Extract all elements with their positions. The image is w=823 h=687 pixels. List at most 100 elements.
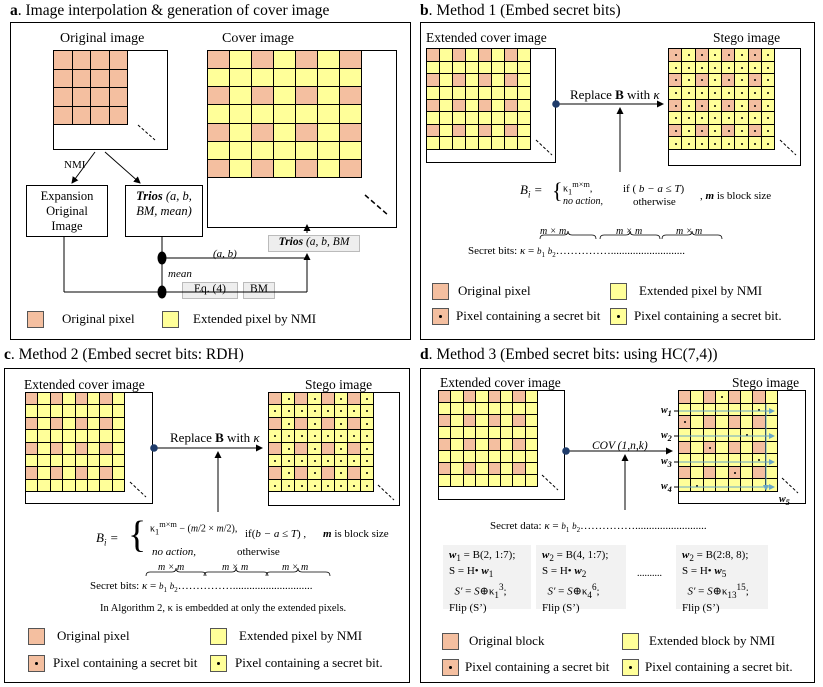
grid-cell — [682, 124, 695, 137]
d-secret-data: Secret data: κ = b1 b2…………….............… — [490, 520, 707, 535]
grid-cell — [728, 441, 740, 454]
grid-cell — [230, 69, 251, 87]
cover-image-label: Cover image — [222, 31, 294, 46]
grid-cell — [479, 49, 491, 61]
grid-cell — [518, 124, 530, 137]
secret-original-swatch — [28, 654, 45, 672]
grid-cell — [479, 99, 491, 112]
grid-cell — [439, 475, 451, 486]
grid-cell — [722, 61, 735, 74]
grid-cell — [669, 99, 682, 112]
grid-cell — [716, 441, 728, 454]
grid-cell — [492, 99, 504, 112]
grid-cell — [295, 467, 308, 479]
grid-cell — [308, 442, 321, 454]
grid-cell — [112, 454, 124, 467]
grid-cell — [75, 430, 87, 442]
grid-cell — [691, 416, 703, 428]
grid-cell — [347, 405, 360, 417]
grid-cell — [427, 137, 439, 149]
grid-cell — [703, 441, 716, 454]
grid-cell — [439, 463, 451, 474]
grid-cell — [740, 428, 753, 441]
c-equation: Bi = — [96, 530, 119, 548]
grid-cell — [208, 141, 229, 159]
grid-cell — [679, 466, 691, 479]
cover-image-grid — [207, 50, 362, 178]
grid-cell — [87, 430, 100, 442]
trios-output-box: Trios (a, b, BM — [268, 235, 360, 252]
grid-cell — [722, 112, 735, 124]
grid-cell — [695, 86, 708, 99]
grid-cell — [427, 74, 439, 86]
grid-cell — [360, 442, 373, 454]
grid-cell — [451, 427, 463, 438]
grid-cell — [63, 417, 75, 430]
grid-cell — [453, 74, 465, 86]
grid-cell — [500, 403, 513, 414]
grid-cell — [87, 442, 100, 454]
grid-cell — [679, 403, 691, 416]
grid-cell — [252, 105, 273, 123]
grid-cell — [740, 403, 753, 416]
grid-cell — [722, 86, 735, 99]
grid-cell — [109, 69, 127, 87]
grid-cell — [765, 416, 777, 428]
c-ext-cover-label: Extended cover image — [24, 377, 145, 392]
grid-cell — [761, 99, 774, 112]
grid-cell — [765, 391, 777, 403]
c-replace-label: Replace B with κ — [170, 430, 260, 445]
grid-cell — [691, 454, 703, 466]
grid-cell — [691, 428, 703, 441]
grid-cell — [518, 99, 530, 112]
grid-cell — [296, 105, 317, 123]
grid-cell — [682, 61, 695, 74]
grid-cell — [525, 475, 537, 486]
grid-cell — [492, 61, 504, 74]
grid-cell — [451, 451, 463, 462]
grid-cell — [476, 439, 488, 450]
c-mxm-3: m × m — [282, 562, 309, 573]
grid-cell — [274, 141, 295, 159]
grid-cell — [505, 112, 517, 124]
b-stego-grid — [668, 48, 775, 150]
grid-cell — [296, 123, 317, 141]
grid-cell — [26, 442, 38, 454]
grid-cell — [269, 442, 282, 454]
grid-cell — [722, 124, 735, 137]
grid-cell — [500, 415, 513, 426]
grid-cell — [703, 391, 716, 403]
grid-cell — [75, 454, 87, 467]
grid-cell — [347, 479, 360, 491]
legend-b-secret-original: Pixel containing a secret bit — [432, 307, 600, 325]
grid-cell — [488, 463, 500, 474]
grid-cell — [492, 137, 504, 149]
grid-cell — [525, 463, 537, 474]
grid-cell — [761, 124, 774, 137]
grid-cell — [63, 467, 75, 479]
grid-cell — [100, 454, 112, 467]
grid-cell — [440, 49, 452, 61]
grid-cell — [26, 393, 38, 405]
grid-cell — [682, 137, 695, 149]
grid-cell — [740, 441, 753, 454]
grid-cell — [716, 403, 728, 416]
grid-cell — [318, 141, 339, 159]
grid-cell — [451, 403, 463, 414]
grid-cell — [513, 415, 525, 426]
d-stego-grid — [678, 390, 778, 492]
grid-cell — [334, 430, 347, 442]
grid-cell — [112, 393, 124, 405]
grid-cell — [463, 427, 476, 438]
grid-cell — [703, 479, 716, 491]
grid-cell — [479, 61, 491, 74]
grid-cell — [75, 393, 87, 405]
b-mxm-3: m × m — [676, 226, 703, 237]
legend-b-original: Original pixel — [432, 282, 531, 300]
grid-cell — [691, 391, 703, 403]
b-case2: no action, — [563, 196, 603, 207]
grid-cell — [318, 159, 339, 177]
grid-cell — [360, 479, 373, 491]
grid-cell — [703, 403, 716, 416]
